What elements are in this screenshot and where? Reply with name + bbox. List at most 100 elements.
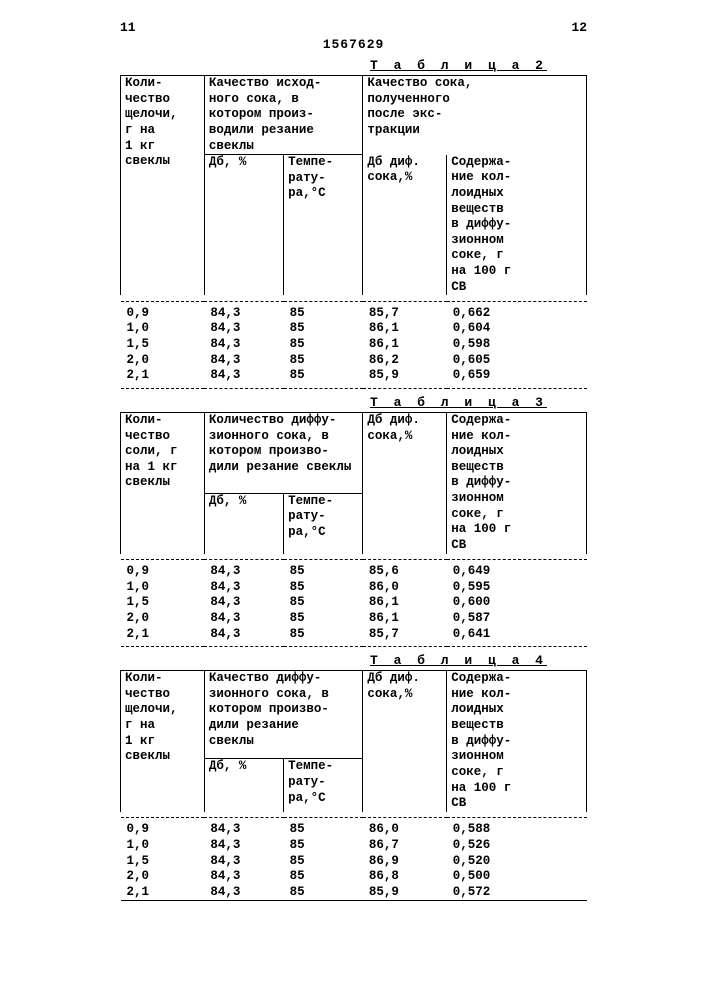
table-cell: 0,605 xyxy=(447,353,587,369)
table-row: 2,184,38585,90,572 xyxy=(121,885,587,901)
table-cell: 85,9 xyxy=(363,368,447,388)
col-header: Дб диф. сока,% xyxy=(363,412,447,553)
table-cell: 84,3 xyxy=(204,885,283,901)
table-cell: 85,9 xyxy=(363,885,447,901)
table-row: 1,584,38586,10,598 xyxy=(121,337,587,353)
table-cell: 86,9 xyxy=(363,854,447,870)
table-cell: 85 xyxy=(284,580,363,596)
table-cell: 86,0 xyxy=(363,818,447,838)
table-cell: 84,3 xyxy=(204,321,283,337)
table-row: 2,184,38585,90,659 xyxy=(121,368,587,388)
table-cell: 86,1 xyxy=(363,611,447,627)
col-subheader: Дб диф. сока,% xyxy=(363,155,447,296)
table-cell: 85 xyxy=(284,885,363,901)
table-cell: 2,1 xyxy=(121,368,205,388)
table-cell: 0,9 xyxy=(121,818,205,838)
table-row: 2,084,38586,20,605 xyxy=(121,353,587,369)
col-subheader: Темпе- рату- ра,°С xyxy=(284,493,363,553)
table-cell: 2,0 xyxy=(121,611,205,627)
table-row: 1,084,38586,10,604 xyxy=(121,321,587,337)
document-number: 1567629 xyxy=(120,37,587,52)
table-cell: 2,1 xyxy=(121,885,205,901)
table-cell: 0,662 xyxy=(447,301,587,321)
col-header: Коли- чество щелочи, г на 1 кг свеклы xyxy=(121,671,205,812)
table-cell: 85,6 xyxy=(363,560,447,580)
col-subheader: Дб, % xyxy=(204,759,283,812)
table-row: 0,984,38586,00,588 xyxy=(121,818,587,838)
page-number-left: 11 xyxy=(120,20,136,35)
data-table-4: Коли- чество щелочи, г на 1 кг свеклы Ка… xyxy=(120,670,587,901)
table-cell: 0,9 xyxy=(121,560,205,580)
table-cell: 85 xyxy=(284,869,363,885)
table-cell: 84,3 xyxy=(204,838,283,854)
table-cell: 86,1 xyxy=(363,595,447,611)
table-cell: 0,600 xyxy=(447,595,587,611)
table-cell: 0,572 xyxy=(447,885,587,901)
table-cell: 85 xyxy=(284,595,363,611)
page-number-right: 12 xyxy=(571,20,587,35)
col-subheader: Дб, % xyxy=(204,155,283,296)
col-subheader: Дб, % xyxy=(204,493,283,553)
table-row: 1,584,38586,10,600 xyxy=(121,595,587,611)
table-cell: 84,3 xyxy=(204,337,283,353)
table-row: 0,984,38585,70,662 xyxy=(121,301,587,321)
table-caption: Т а б л и ц а 4 xyxy=(120,653,587,668)
table-cell: 1,5 xyxy=(121,595,205,611)
table-cell: 86,0 xyxy=(363,580,447,596)
table-row: 1,084,38586,70,526 xyxy=(121,838,587,854)
data-table-3: Коли- чество соли, г на 1 кг свеклы Коли… xyxy=(120,412,587,647)
table-cell: 84,3 xyxy=(204,627,283,647)
table-caption: Т а б л и ц а 2 xyxy=(120,58,587,73)
table-cell: 84,3 xyxy=(204,560,283,580)
table-row: 2,084,38586,80,500 xyxy=(121,869,587,885)
table-row: 1,584,38586,90,520 xyxy=(121,854,587,870)
table-cell: 85 xyxy=(284,818,363,838)
table-cell: 84,3 xyxy=(204,301,283,321)
table-cell: 1,5 xyxy=(121,854,205,870)
table-cell: 0,526 xyxy=(447,838,587,854)
table-cell: 0,641 xyxy=(447,627,587,647)
col-subheader: Содержа- ние кол- лоидных веществ в дифф… xyxy=(447,155,587,296)
table-cell: 1,5 xyxy=(121,337,205,353)
col-header: Количество диффу- зионного сока, в котор… xyxy=(204,412,362,493)
table-cell: 86,8 xyxy=(363,869,447,885)
table-cell: 85 xyxy=(284,353,363,369)
table-cell: 0,500 xyxy=(447,869,587,885)
table-cell: 85 xyxy=(284,301,363,321)
table-cell: 84,3 xyxy=(204,854,283,870)
page-numbers: 11 12 xyxy=(120,20,587,35)
col-header: Коли- чество щелочи, г на 1 кг свеклы xyxy=(121,76,205,296)
table-caption: Т а б л и ц а 3 xyxy=(120,395,587,410)
table-row: 1,084,38586,00,595 xyxy=(121,580,587,596)
table-cell: 84,3 xyxy=(204,869,283,885)
table-cell: 84,3 xyxy=(204,368,283,388)
table-cell: 85 xyxy=(284,337,363,353)
table-cell: 0,604 xyxy=(447,321,587,337)
col-header: Дб диф. сока,% xyxy=(363,671,447,812)
page: 11 12 1567629 Т а б л и ц а 2 Коли- чест… xyxy=(0,0,707,921)
col-header: Содержа- ние кол- лоидных веществ в дифф… xyxy=(447,671,587,812)
table-cell: 85 xyxy=(284,854,363,870)
table-cell: 0,9 xyxy=(121,301,205,321)
table-cell: 2,1 xyxy=(121,627,205,647)
table-cell: 86,7 xyxy=(363,838,447,854)
table-cell: 84,3 xyxy=(204,818,283,838)
table-cell: 0,659 xyxy=(447,368,587,388)
table-cell: 1,0 xyxy=(121,838,205,854)
col-header: Качество диффу- зионного сока, в котором… xyxy=(204,671,362,759)
table-row: 0,984,38585,60,649 xyxy=(121,560,587,580)
table-cell: 0,587 xyxy=(447,611,587,627)
table-cell: 84,3 xyxy=(204,595,283,611)
table-cell: 84,3 xyxy=(204,353,283,369)
table-cell: 1,0 xyxy=(121,321,205,337)
table-cell: 0,595 xyxy=(447,580,587,596)
col-subheader: Темпе- рату- ра,°С xyxy=(284,155,363,296)
data-table-2: Коли- чество щелочи, г на 1 кг свеклы Ка… xyxy=(120,75,587,389)
table-cell: 85 xyxy=(284,838,363,854)
table-cell: 2,0 xyxy=(121,869,205,885)
table-cell: 84,3 xyxy=(204,580,283,596)
table-cell: 85,7 xyxy=(363,627,447,647)
table-cell: 0,649 xyxy=(447,560,587,580)
table-cell: 0,520 xyxy=(447,854,587,870)
table-cell: 85 xyxy=(284,368,363,388)
